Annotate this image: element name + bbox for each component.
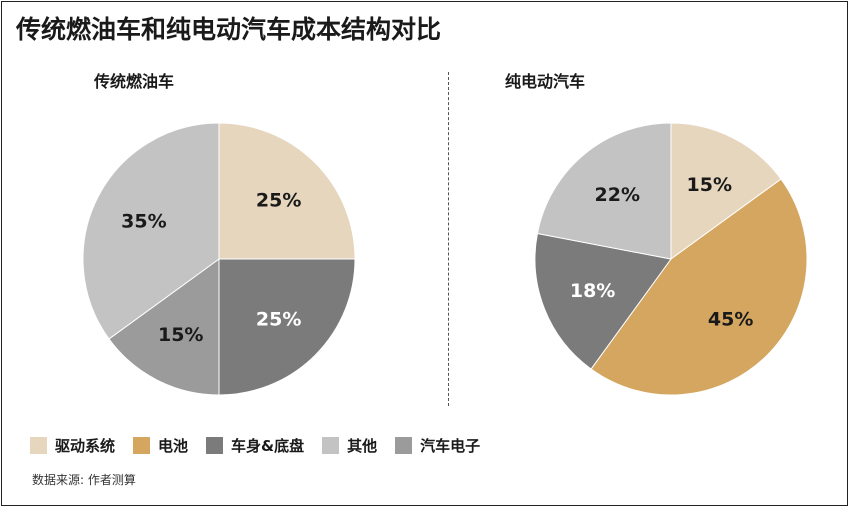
pie-slice-label: 18% (570, 280, 615, 302)
legend: 驱动系统 电池 车身&底盘 其他 汽车电子 (30, 435, 498, 456)
pie-slice (218, 122, 356, 260)
pie-slice-label: 22% (595, 184, 640, 206)
legend-swatch (395, 437, 413, 454)
legend-swatch (30, 437, 47, 454)
pie-slice (670, 122, 782, 260)
data-source-note: 数据来源: 作者测算 (32, 473, 136, 487)
legend-item-body-chassis: 车身&底盘 (206, 435, 304, 456)
legend-label: 电池 (158, 437, 189, 455)
legend-label: 驱动系统 (55, 437, 116, 455)
legend-item-battery: 电池 (133, 435, 188, 456)
pie-slice-label: 45% (708, 309, 753, 331)
pie-slice-label: 35% (121, 211, 166, 233)
left-pie-title: 传统燃油车 (94, 72, 175, 91)
legend-swatch (206, 437, 224, 454)
dashed-divider (448, 72, 449, 406)
pie-slice (82, 122, 220, 340)
legend-label: 车身&底盘 (231, 437, 305, 455)
pie-slice (218, 258, 356, 396)
legend-swatch (133, 437, 151, 454)
legend-item-other: 其他 (322, 435, 377, 456)
pie-slice-label: 25% (256, 309, 301, 331)
legend-label: 其他 (347, 437, 378, 455)
legend-item-auto-electronics: 汽车电子 (395, 435, 480, 456)
chart-title: 传统燃油车和纯电动汽车成本结构对比 (16, 15, 442, 44)
pie-slice (590, 178, 808, 396)
pie-slice (536, 122, 672, 260)
pie-slice (108, 258, 220, 396)
legend-label: 汽车电子 (420, 437, 481, 455)
legend-swatch (322, 437, 340, 454)
right-pie-title: 纯电动汽车 (505, 72, 586, 91)
legend-item-drive-system: 驱动系统 (30, 435, 115, 456)
pie-slice-label: 25% (256, 189, 301, 211)
pie-slice-label: 15% (158, 324, 203, 346)
pie-slice-label: 15% (687, 174, 732, 196)
pie-slice (534, 232, 672, 370)
